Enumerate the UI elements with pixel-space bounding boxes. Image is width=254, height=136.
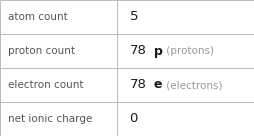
Text: (protons): (protons) bbox=[163, 46, 214, 56]
Text: 78: 78 bbox=[130, 44, 146, 58]
Text: 78: 78 bbox=[130, 78, 146, 92]
Text: net ionic charge: net ionic charge bbox=[8, 114, 92, 124]
Text: p: p bbox=[154, 44, 163, 58]
Text: atom count: atom count bbox=[8, 12, 67, 22]
Text: e: e bbox=[154, 78, 162, 92]
Text: (electrons): (electrons) bbox=[163, 80, 223, 90]
Text: electron count: electron count bbox=[8, 80, 83, 90]
Text: 5: 5 bbox=[130, 10, 138, 24]
Text: proton count: proton count bbox=[8, 46, 75, 56]
Text: 0: 0 bbox=[130, 112, 138, 126]
